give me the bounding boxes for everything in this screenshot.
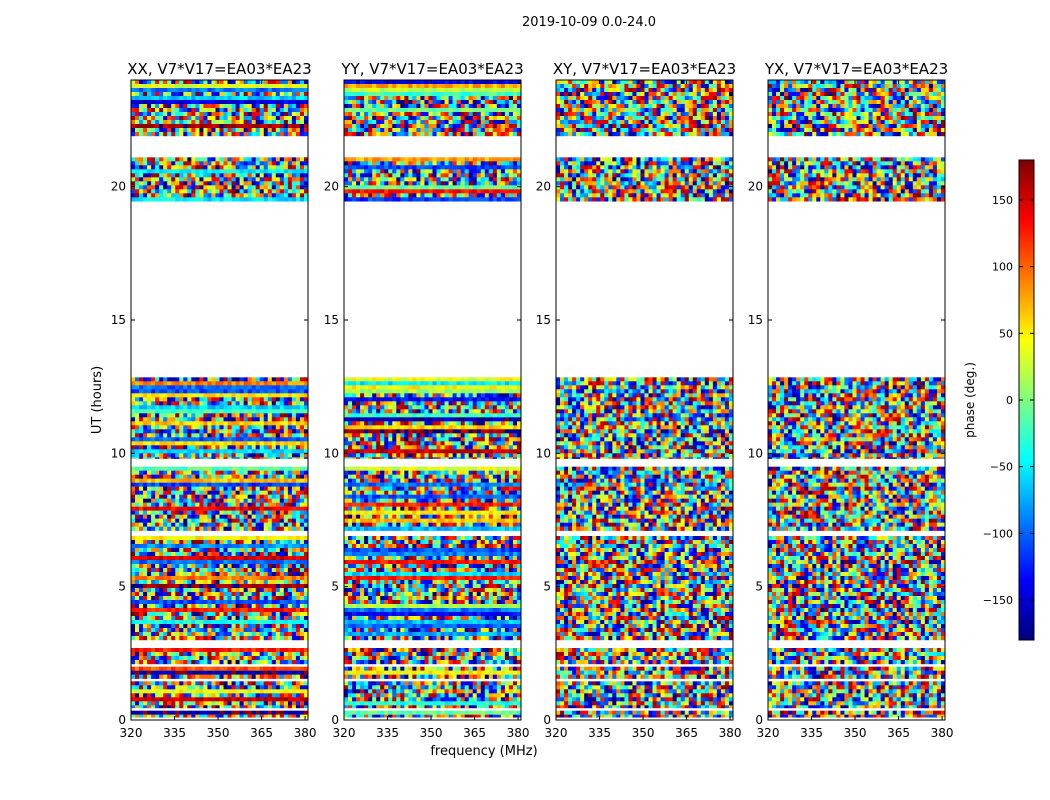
panel-xx: XX, V7*V17=EA03*EA23 320 335 350 365 380 0 5 10 1… [111, 60, 317, 740]
y-tick-label: 0 [755, 713, 763, 727]
panel-frame [130, 79, 309, 721]
y-tick-label: 5 [543, 580, 551, 594]
x-tick-label: 335 [376, 726, 399, 740]
y-tick-label: 10 [748, 446, 763, 460]
x-tick-label: 335 [163, 726, 186, 740]
colorbar-label: phase (deg.) [963, 362, 977, 438]
x-tick-label: 320 [757, 726, 780, 740]
x-tick-label: 335 [800, 726, 823, 740]
panel-yy: YY, V7*V17=EA03*EA23 320 335 350 365 380 0 5 10 1… [324, 60, 530, 740]
panel-title: YX, V7*V17=EA03*EA23 [764, 60, 948, 78]
y-tick-label: 10 [536, 446, 551, 460]
x-tick-label: 380 [507, 726, 530, 740]
colorbar-tick-label: 50 [999, 327, 1013, 340]
x-tick-label: 365 [463, 726, 486, 740]
x-tick-label: 380 [294, 726, 317, 740]
panel-frame [555, 79, 734, 721]
x-tick-label: 365 [887, 726, 910, 740]
x-tick-label: 380 [931, 726, 954, 740]
panel-frame [343, 79, 522, 721]
panels-group: XX, V7*V17=EA03*EA23 320 335 350 365 380 0 5 10 1… [111, 60, 954, 740]
panel-title: XY, V7*V17=EA03*EA23 [553, 60, 736, 78]
x-tick-label: 365 [250, 726, 273, 740]
x-tick-label: 320 [545, 726, 568, 740]
y-tick-label: 15 [324, 313, 339, 327]
y-tick-label: 10 [324, 446, 339, 460]
colorbar-tick-label: 100 [992, 261, 1013, 274]
figure-suptitle: 2019-10-09 0.0-24.0 [522, 15, 656, 30]
x-tick-label: 335 [588, 726, 611, 740]
y-tick-label: 20 [748, 180, 763, 194]
colorbar-ticks: −150 −100 −50 0 50 100 150 [983, 194, 1034, 607]
x-tick-label: 380 [719, 726, 742, 740]
x-tick-label: 365 [675, 726, 698, 740]
x-tick-label: 350 [420, 726, 443, 740]
y-tick-label: 20 [536, 180, 551, 194]
x-tick-label: 350 [632, 726, 655, 740]
y-tick-label: 15 [536, 313, 551, 327]
y-tick-label: 5 [331, 580, 339, 594]
y-tick-label: 5 [755, 580, 763, 594]
panel-title: XX, V7*V17=EA03*EA23 [127, 60, 311, 78]
heatmap-yy [344, 80, 522, 718]
x-tick-label: 320 [120, 726, 143, 740]
heatmap-xy [556, 80, 734, 718]
y-tick-label: 10 [111, 446, 126, 460]
x-tick-label: 350 [207, 726, 230, 740]
colorbar-tick-label: −150 [983, 594, 1013, 607]
y-axis-label: UT (hours) [90, 366, 105, 434]
colorbar: −150 −100 −50 0 50 100 150 phase (deg.) [963, 159, 1035, 641]
colorbar-tick-label: 0 [1006, 394, 1013, 407]
heatmap-xx [131, 80, 309, 718]
y-tick-label: 20 [111, 180, 126, 194]
colorbar-tick-label: 150 [992, 194, 1013, 207]
y-tick-label: 0 [331, 713, 339, 727]
y-tick-label: 0 [543, 713, 551, 727]
x-axis-label: frequency (MHz) [430, 744, 537, 759]
y-tick-label: 0 [118, 713, 126, 727]
y-tick-label: 20 [324, 180, 339, 194]
colorbar-tick-label: −100 [983, 527, 1013, 540]
y-tick-label: 15 [748, 313, 763, 327]
y-tick-label: 15 [111, 313, 126, 327]
panel-title: YY, V7*V17=EA03*EA23 [340, 60, 523, 78]
panel-yx: YX, V7*V17=EA03*EA23 320 335 350 365 380 0 5 10 1… [748, 60, 954, 740]
y-tick-label: 5 [118, 580, 126, 594]
panel-frame [767, 79, 946, 721]
x-tick-label: 320 [333, 726, 356, 740]
colorbar-tick-label: −50 [990, 461, 1013, 474]
heatmap-yx [768, 80, 946, 718]
panel-xy: XY, V7*V17=EA03*EA23 320 335 350 365 380 0 5 10 1… [536, 60, 742, 740]
x-tick-label: 350 [844, 726, 867, 740]
